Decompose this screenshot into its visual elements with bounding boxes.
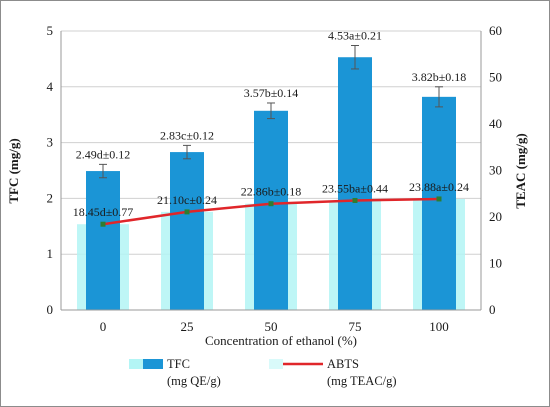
abts-data-label: 23.55ba±0.44	[322, 181, 388, 195]
y-right-tick-label: 30	[489, 163, 502, 178]
tfc-bars	[86, 57, 456, 311]
legend-abts-shadow-swatch	[269, 359, 283, 369]
y-axis-right-title: TEAC (mg/g)	[513, 133, 528, 208]
abts-point	[268, 201, 274, 207]
y-right-tick-label: 60	[489, 23, 502, 38]
tfc-bar	[254, 110, 288, 310]
y-left-tick-label: 1	[47, 246, 54, 261]
y-right-tick-label: 0	[489, 302, 496, 317]
abts-point	[184, 209, 190, 215]
abts-data-label: 18.45d±0.77	[73, 205, 134, 219]
y-axis-left-title: TFC (mg/g)	[6, 138, 21, 203]
tfc-bar	[86, 171, 120, 310]
y-left-tick-label: 3	[47, 135, 54, 150]
x-tick-label: 0	[100, 319, 107, 334]
abts-data-label: 23.88a±0.24	[409, 180, 469, 194]
y-left-tick-label: 4	[47, 79, 54, 94]
tfc-data-label: 4.53a±0.21	[328, 29, 382, 43]
x-axis-title: Concentration of ethanol (%)	[205, 333, 357, 348]
y-left-tick-label: 5	[47, 23, 54, 38]
abts-data-label: 22.86b±0.18	[241, 185, 302, 199]
y-left-tick-label: 2	[47, 190, 54, 205]
y-right-tick-label: 20	[489, 209, 502, 224]
legend: TFC (mg QE/g) ABTS (mg TEAC/g)	[129, 357, 397, 388]
tfc-data-label: 3.57b±0.14	[244, 86, 299, 100]
x-tick-label: 50	[265, 319, 278, 334]
x-tick-label: 25	[181, 319, 194, 334]
x-tick-label: 100	[429, 319, 449, 334]
abts-line	[100, 196, 442, 227]
legend-tfc-unit: (mg QE/g)	[167, 374, 221, 388]
abts-point	[352, 197, 358, 203]
data-labels: 2.49d±0.12 2.83c±0.12 3.57b±0.14 4.53a±0.21…	[73, 29, 469, 220]
tfc-bar	[170, 152, 204, 310]
x-tick-label: 75	[349, 319, 362, 334]
y-left-tick-label: 0	[47, 302, 54, 317]
y-right-tick-label: 10	[489, 256, 502, 271]
tfc-data-label: 3.82b±0.18	[412, 70, 467, 84]
tfc-data-label: 2.49d±0.12	[76, 147, 131, 161]
abts-point	[100, 221, 106, 227]
legend-tfc-swatch	[143, 359, 163, 369]
y-right-tick-label: 50	[489, 70, 502, 85]
legend-abts-unit: (mg TEAC/g)	[327, 374, 397, 388]
y-right-tick-label: 40	[489, 116, 502, 131]
abts-point	[436, 196, 442, 202]
tfc-bar	[422, 96, 456, 311]
tfc-bar	[338, 57, 372, 311]
error-bars	[99, 45, 443, 179]
legend-abts-label: ABTS	[327, 357, 359, 371]
legend-tfc-shadow-swatch	[129, 359, 143, 369]
abts-data-label: 21.10c±0.24	[157, 193, 217, 207]
legend-tfc-label: TFC	[167, 357, 190, 371]
tfc-data-label: 2.83c±0.12	[160, 128, 214, 142]
